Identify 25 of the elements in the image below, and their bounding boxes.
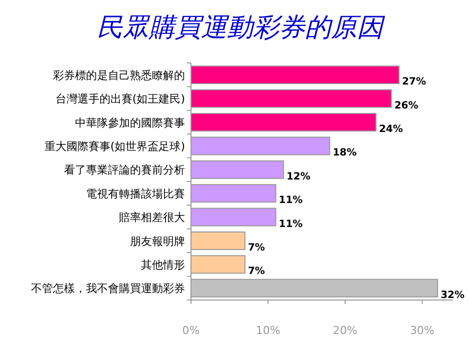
y-tick-label: 其他情形 [141, 258, 185, 272]
data-label: 24% [378, 124, 403, 136]
data-label: 32% [440, 290, 465, 301]
y-tick-label: 台灣選手的出賽(如王建民) [55, 92, 185, 106]
data-label: 11% [278, 218, 303, 230]
data-label: 7% [248, 266, 265, 278]
x-tick-label: 30% [410, 324, 434, 337]
x-tick-label: 20% [332, 324, 358, 337]
data-label: 7% [248, 242, 265, 254]
x-tick-label: 0% [182, 324, 200, 337]
y-tick-label: 朋友報明牌 [130, 234, 185, 248]
y-tick-label: 重大國際賽事(如世界盃足球) [44, 140, 185, 153]
x-tick-label: 10% [256, 324, 280, 337]
y-tick-label: 賠率相差很大 [119, 211, 185, 224]
y-tick-label: 電視有轉播該場比賽 [86, 187, 185, 200]
y-tick-label: 看了專業評論的賽前分析 [64, 164, 185, 177]
chart-title: 民眾購買運動彩券的原因 [97, 13, 386, 43]
data-label: 11% [278, 195, 303, 206]
y-tick-label: 不管怎樣，我不會購買運動彩券 [31, 282, 185, 296]
data-label: 27% [402, 76, 426, 88]
data-label: 12% [286, 171, 310, 182]
y-tick-label: 彩券標的是自己熟悉瞭解的 [53, 68, 185, 82]
y-tick-label: 中華隊參加的國際賽事 [75, 116, 185, 130]
data-label: 26% [394, 100, 418, 112]
data-label: 18% [332, 148, 357, 159]
